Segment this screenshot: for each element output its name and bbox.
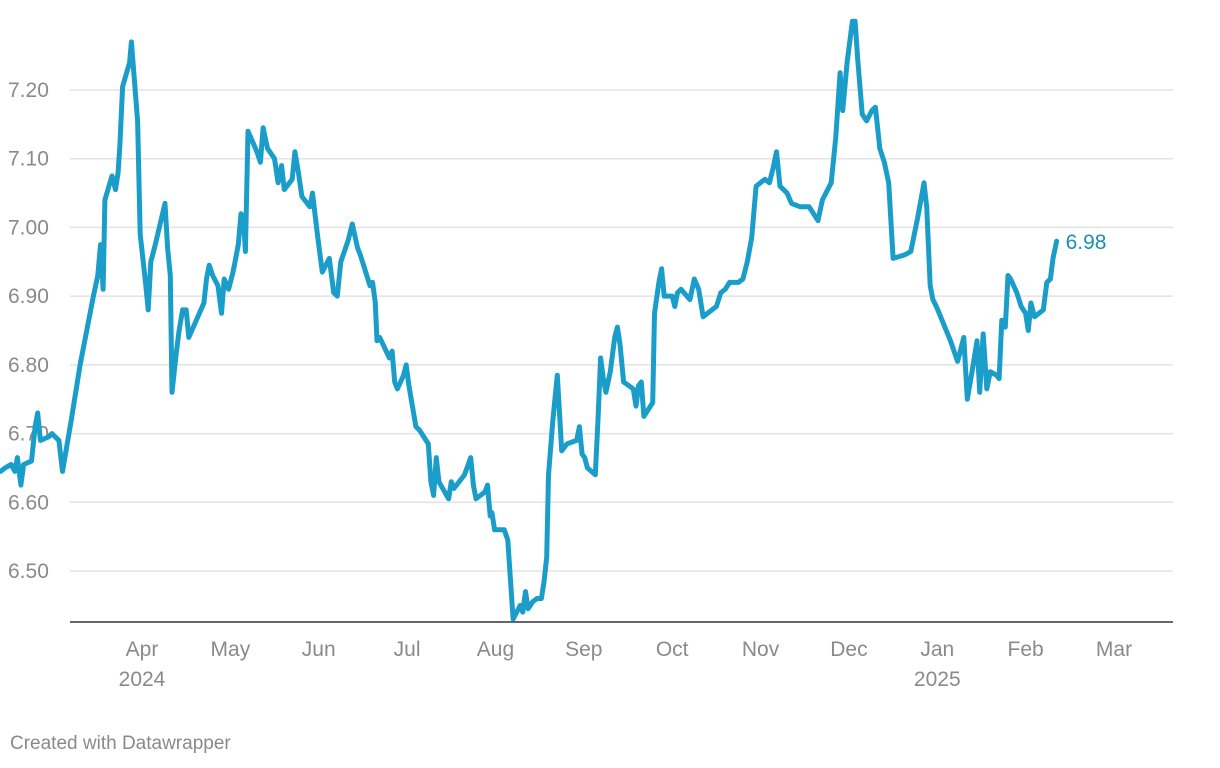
x-tick-label: Dec [830, 638, 867, 661]
datawrapper-credit[interactable]: Created with Datawrapper [10, 733, 231, 754]
x-tick-label: Jan [920, 638, 954, 661]
series-line [0, 18, 1060, 622]
y-tick-label: 6.90 [8, 285, 49, 308]
y-tick-label: 6.60 [8, 491, 49, 514]
y-tick-label: 7.00 [8, 216, 49, 239]
x-tick-label: Nov [742, 638, 780, 661]
y-tick-label: 6.80 [8, 354, 49, 377]
x-tick-label: Sep [565, 638, 602, 661]
x-tick-label: May [211, 638, 251, 661]
x-tick-label: Jun [302, 638, 336, 661]
end-labels: 6.98 [1066, 231, 1107, 254]
x-tick-year-label: 2024 [119, 668, 166, 691]
y-axis-labels: 6.50 6.60 6.70 6.80 6.90 7.00 7.10 7.20 [8, 79, 49, 583]
gridlines [70, 89, 1173, 572]
y-tick-label: 7.10 [8, 148, 49, 171]
x-tick-label: Apr [126, 638, 159, 661]
x-axis-labels: Apr 2024 May Jun Jul Aug Sep Oct Nov Dec Jan 2025 Fe… [119, 638, 1132, 691]
end-value-label: 6.98 [1066, 231, 1107, 254]
x-tick-label: Oct [656, 638, 689, 661]
x-tick-year-label: 2025 [914, 668, 961, 691]
y-tick-label: 7.20 [8, 79, 49, 102]
y-tick-label: 6.50 [8, 560, 49, 583]
x-tick-label: Aug [477, 638, 514, 661]
series-layer [0, 18, 1060, 622]
x-tick-label: Feb [1008, 638, 1044, 661]
y-tick-label: 6.70 [8, 423, 49, 446]
x-tick-label: Mar [1096, 638, 1132, 661]
x-tick-label: Jul [394, 638, 421, 661]
